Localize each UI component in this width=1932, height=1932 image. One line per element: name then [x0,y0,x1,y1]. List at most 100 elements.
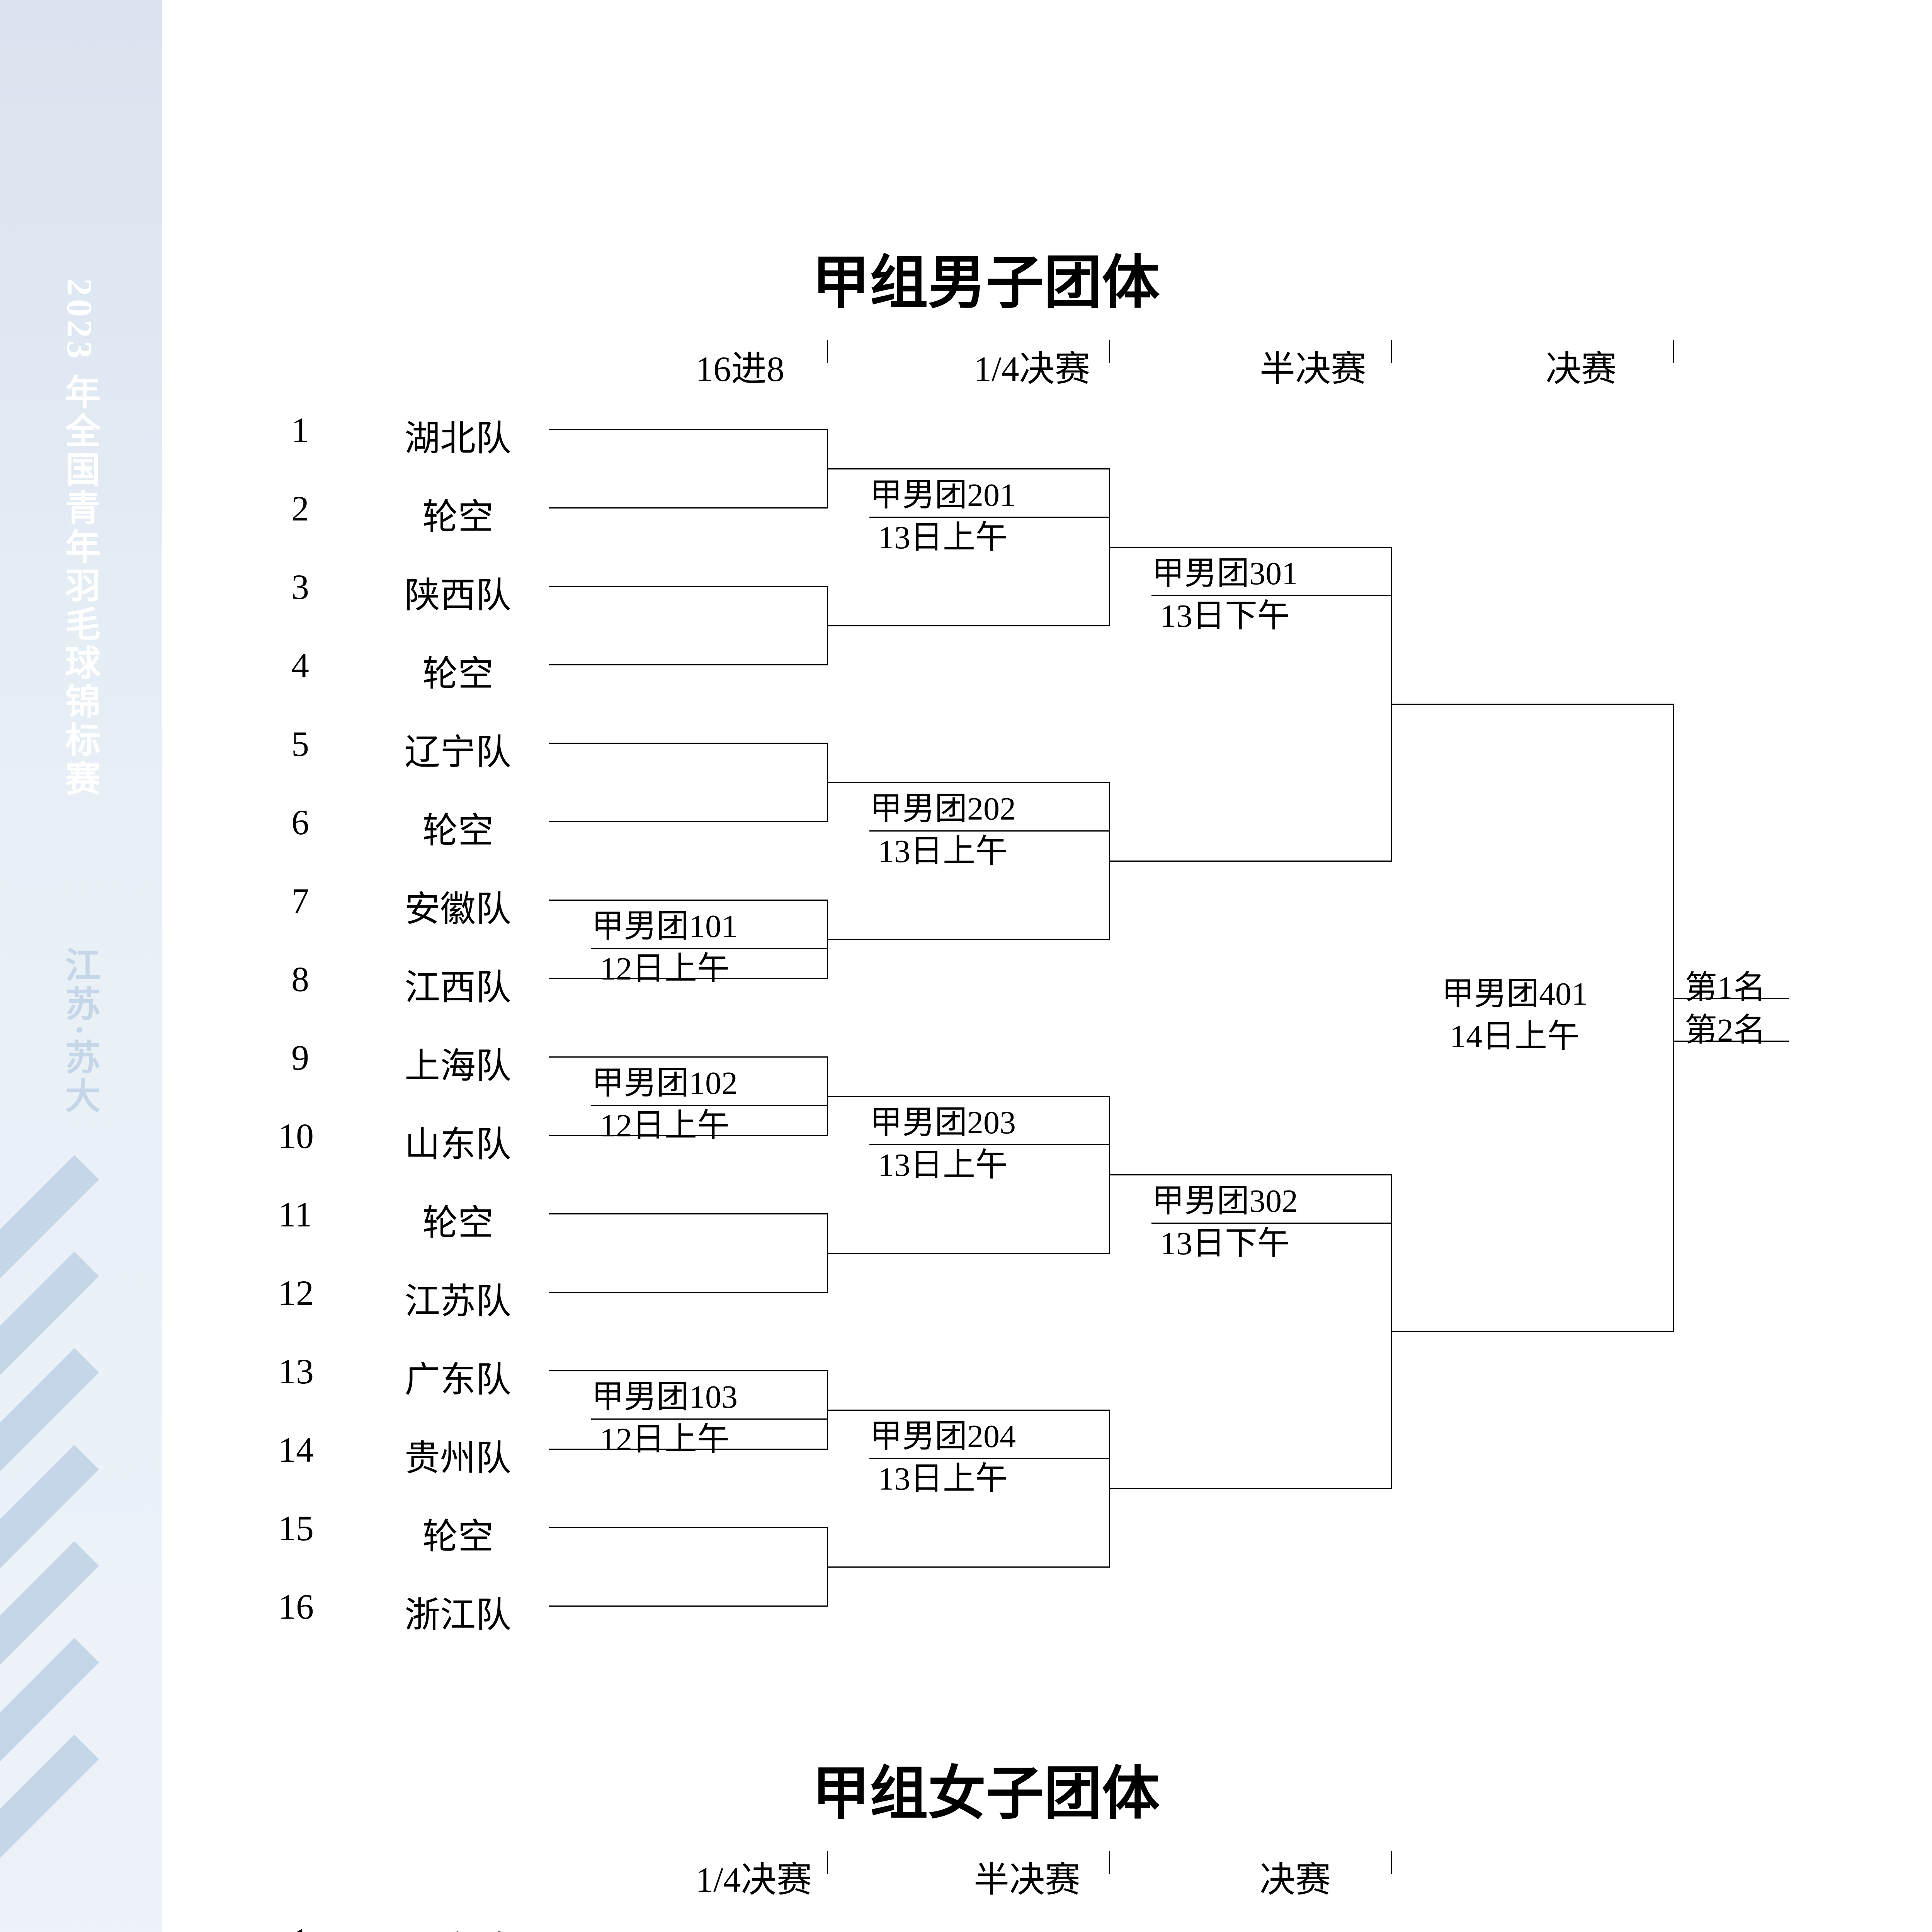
match-code: 甲男团102 [568,1064,761,1103]
bracket-line [549,1056,827,1058]
bracket-line [827,625,1109,626]
seed-number: 4 [278,645,309,686]
round-tick [827,1851,828,1874]
seed-number: 2 [278,488,309,529]
round-header: 半决赛 [974,1851,1080,1902]
match-time: 13日下午 [1128,597,1321,636]
bracket-line [1391,704,1673,705]
bracket-line [549,1605,827,1607]
round-header: 半决赛 [1260,340,1366,391]
bracket-line [549,429,827,430]
sidebar-subtitle: 江苏·苏大 [54,947,105,1116]
match-time: 13日下午 [1128,1225,1321,1264]
bracket-line [827,1253,1109,1254]
bracket-line [827,468,1109,469]
team-name: 轮空 [390,645,526,696]
round-tick [1109,340,1110,363]
round-header: 16进8 [696,340,784,391]
bracket-line [1109,861,1391,862]
sidebar-title: 2023 年全国青年羽毛球锦标赛 [54,278,105,799]
seed-number: 8 [278,959,309,1000]
seed-number: 13 [278,1351,309,1392]
team-name: 辽宁队 [390,723,526,775]
seed-number: 5 [278,723,309,764]
bracket-line [1391,1331,1673,1332]
result-place: 第2名 [1685,1004,1766,1051]
bracket-line [869,830,1109,832]
round-tick [827,340,828,363]
bracket-line [827,1410,1109,1411]
match-time: 13日上午 [846,519,1039,558]
seed-number: 15 [278,1508,309,1549]
match-code: 甲男团103 [568,1378,761,1417]
team-name: 安徽队 [390,880,526,932]
team-name: 江西队 [390,959,526,1010]
team-name: 广东队 [390,1351,526,1402]
round-header: 决赛 [1260,1851,1331,1902]
bracket-line [549,664,827,665]
bracket-a-title: 甲组男子团体 [812,236,1160,320]
match-time: 12日上午 [568,1107,761,1146]
bracket-line [869,1144,1109,1145]
match-time: 12日上午 [568,1420,761,1459]
seed-number: 7 [278,880,309,921]
bracket-line [1151,1223,1391,1224]
bracket-line [591,1418,827,1420]
round-tick [1391,340,1392,363]
stripe-pattern [0,1314,162,1932]
round-header: 决赛 [1546,340,1617,391]
bracket-line [1109,1174,1391,1175]
seed-number: 11 [278,1194,309,1235]
team-name: 轮空 [390,1508,526,1559]
team-name: 陕西队 [390,566,526,618]
bracket-line [549,900,827,901]
team-name: 湖北队 [390,410,526,461]
result-place: 第1名 [1685,961,1766,1008]
team-name: 轮空 [390,1194,526,1245]
bracket-line [1109,547,1391,548]
match-code: 甲男团204 [846,1417,1039,1456]
round-tick [1391,1851,1392,1874]
match-code: 甲男团301 [1128,554,1321,594]
bracket-line [1109,1488,1391,1489]
team-name: 上海队 [390,1037,526,1088]
bracket-line [869,517,1109,518]
team-name: 浙江队 [390,1586,526,1638]
round-header: 1/4决赛 [696,1851,812,1902]
team-name: 山东队 [390,1116,526,1167]
bracket-line [591,948,827,949]
match-code: 甲男团201 [846,476,1039,515]
match-code: 甲男团202 [846,790,1039,829]
match-time: 13日上午 [846,832,1039,871]
seed-number: 6 [278,802,309,843]
seed-number: 9 [278,1037,309,1078]
bracket-line [549,507,827,509]
bracket-line [869,1458,1109,1459]
seed-number: 3 [278,566,309,607]
round-header: 1/4决赛 [974,340,1090,391]
sidebar-decoration: 2023 年全国青年羽毛球锦标赛 江苏·苏大 [0,0,162,1932]
bracket-line [549,1370,827,1371]
seed-number: 12 [278,1272,309,1313]
bracket-line [549,1527,827,1528]
match-code: 甲男团101 [568,907,761,946]
bracket-line [1673,704,1674,1332]
match-time: 13日上午 [846,1460,1039,1499]
bracket-line [827,939,1109,940]
match-code: 甲男团302 [1128,1182,1321,1221]
bracket-b-title: 甲组女子团体 [812,1747,1160,1830]
bracket-line [827,1096,1109,1097]
team-name: 贵州队 [390,1429,526,1481]
seed-number: 14 [278,1429,309,1470]
team-name: 轮空 [390,488,526,539]
team-name: 辽宁队 [390,1920,526,1932]
match-time: 12日上午 [568,950,761,989]
team-name: 江苏队 [390,1272,526,1324]
match-time: 14日上午 [1418,1017,1611,1056]
seed-number: 16 [278,1586,309,1627]
match-code: 甲男团203 [846,1104,1039,1143]
seed-number: 1 [278,1920,309,1932]
team-name: 轮空 [390,802,526,853]
match-code: 甲男团401 [1418,975,1611,1014]
seed-number: 10 [278,1116,309,1156]
